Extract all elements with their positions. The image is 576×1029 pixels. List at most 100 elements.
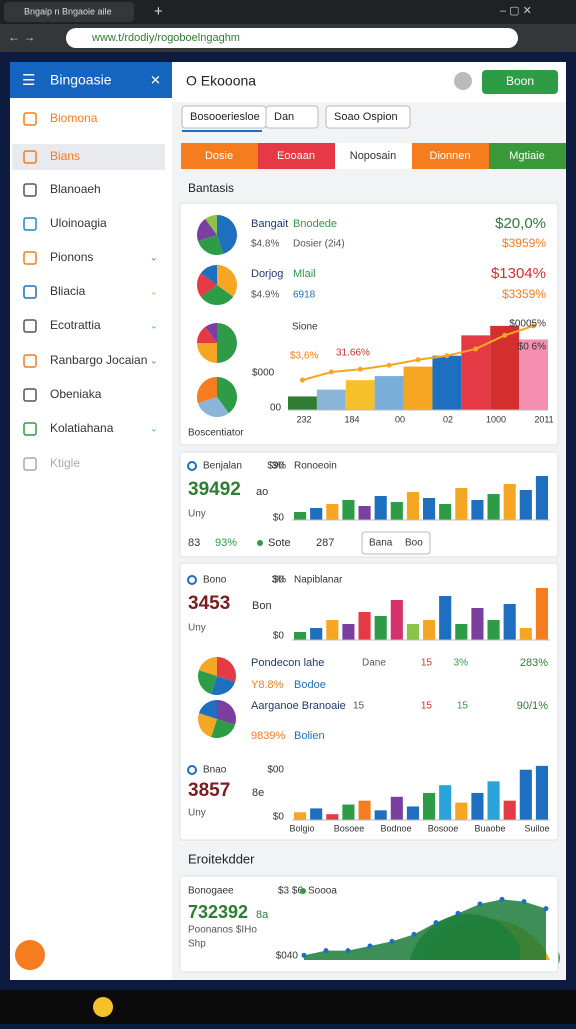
trend-point — [502, 332, 508, 338]
url[interactable]: www.t/rdodiy/rogoboelngaghm — [91, 32, 240, 44]
bar — [490, 325, 520, 410]
bar — [326, 814, 339, 820]
legend-label: Soooa — [308, 886, 337, 897]
chart-title: Napiblanar — [294, 575, 343, 586]
x-label: 184 — [344, 414, 359, 424]
row-name: Dorjog — [251, 268, 283, 280]
page-title: O Ekooona — [186, 73, 256, 89]
tab-label[interactable]: Dionnen — [430, 150, 471, 162]
bar — [294, 512, 307, 520]
bar — [342, 624, 355, 640]
pie-slice — [197, 218, 217, 242]
icon — [187, 461, 197, 471]
trend-point — [357, 366, 363, 372]
nav-item[interactable]: Obeniaka — [50, 387, 102, 401]
tab-label[interactable]: Dosie — [205, 150, 233, 162]
nav-item[interactable]: Pionons — [50, 250, 93, 264]
sidebar-title: Bingoasie — [50, 72, 112, 88]
tab-label[interactable]: Noposain — [350, 150, 396, 162]
y-label: $90 — [267, 461, 284, 472]
address-bar[interactable] — [66, 28, 518, 48]
stat-sub: Uny — [188, 509, 206, 520]
chevron: ⌄ — [150, 355, 158, 365]
row-value: 15 — [457, 701, 469, 712]
stat-suffix: Bon — [252, 600, 272, 612]
dropdown-label[interactable]: Soao Ospion — [334, 111, 398, 123]
button-label[interactable]: Boon — [506, 74, 534, 88]
tab-button[interactable] — [181, 143, 258, 169]
tab-button[interactable] — [335, 143, 412, 169]
chart-label: Sione — [292, 322, 318, 333]
bar — [471, 608, 484, 640]
button-label[interactable]: Boo — [405, 538, 423, 549]
bar — [487, 620, 500, 640]
chart-label: $000 — [252, 368, 275, 379]
area — [304, 899, 546, 960]
bar — [288, 396, 317, 410]
trend-point — [473, 346, 479, 352]
dropdown-label[interactable]: Dan — [274, 111, 294, 123]
nav-icon — [23, 319, 37, 333]
pie-slice — [217, 657, 236, 682]
tab-button[interactable] — [489, 143, 566, 169]
fab[interactable] — [15, 940, 45, 970]
bar — [406, 806, 419, 820]
taskbar — [0, 990, 576, 1024]
stat-sub: Poonanos $IHo — [188, 925, 257, 936]
footer-stat: 83 — [188, 537, 200, 549]
nav-item[interactable]: Kolatiahana — [50, 421, 114, 435]
tab-label[interactable]: Eooaan — [277, 150, 315, 162]
tab[interactable] — [4, 2, 134, 22]
y-label: $00 — [267, 765, 284, 776]
tab-label[interactable]: Mgtiaie — [509, 150, 544, 162]
bar — [455, 802, 468, 820]
nav-buttons[interactable]: ← → — [8, 30, 35, 44]
row-tag: Dane — [362, 658, 386, 669]
tab-button[interactable] — [412, 143, 489, 169]
window-controls[interactable]: – ▢ ✕ — [500, 5, 532, 17]
x-label: Suiloe — [524, 823, 549, 833]
button[interactable] — [482, 70, 558, 94]
row-note: Dosier (2i4) — [293, 239, 345, 250]
area-point — [323, 948, 329, 954]
dropdown[interactable] — [325, 105, 411, 129]
x-label: Bosoee — [334, 823, 365, 833]
section-heading: Bantasis — [188, 181, 234, 195]
pie-slice — [198, 713, 217, 738]
row-tag: 15 — [353, 701, 365, 712]
nav-item[interactable]: Bliacia — [50, 284, 86, 298]
tab-button[interactable] — [258, 143, 335, 169]
bar — [345, 380, 375, 410]
footer-stat: 287 — [316, 537, 334, 549]
stat-value: 732392 — [188, 902, 248, 922]
nav-item[interactable]: Ecotrattia — [50, 318, 101, 332]
nav-item[interactable]: Ranbargo Jocaian — [50, 353, 147, 367]
dropdown[interactable] — [265, 105, 319, 129]
bar — [503, 484, 516, 520]
menu-icon[interactable]: ☰ — [22, 72, 35, 89]
nav-item[interactable]: Blanoaeh — [50, 182, 101, 196]
button-label[interactable]: Bana — [369, 538, 393, 549]
chevron: ⌄ — [150, 423, 158, 433]
bar — [358, 506, 371, 520]
browser-icon[interactable] — [93, 997, 113, 1017]
close-icon[interactable]: ✕ — [150, 72, 161, 87]
x-label: Bodnoe — [380, 823, 411, 833]
y-label: $0 — [273, 575, 285, 586]
row-pct: 9839% — [251, 730, 285, 742]
nav-item[interactable]: Uloinoagia — [50, 216, 107, 230]
pie-slice — [200, 285, 234, 306]
bar — [487, 781, 500, 820]
pie-slice — [217, 323, 237, 363]
button[interactable] — [361, 531, 431, 555]
nav-item[interactable]: Biomona — [50, 111, 98, 125]
stat-label: Benjalan — [203, 461, 242, 472]
stat-value: 3453 — [188, 593, 230, 614]
x-label: Bosooe — [428, 823, 459, 833]
nav-item[interactable]: Bians — [50, 149, 80, 163]
new-tab[interactable]: + — [154, 3, 163, 20]
row-pct: Y8.8% — [251, 679, 284, 691]
pie-slice — [211, 719, 236, 739]
nav-item[interactable]: Ktigle — [50, 456, 80, 470]
dropdown-label[interactable]: Bosooeriesloe — [190, 111, 260, 123]
